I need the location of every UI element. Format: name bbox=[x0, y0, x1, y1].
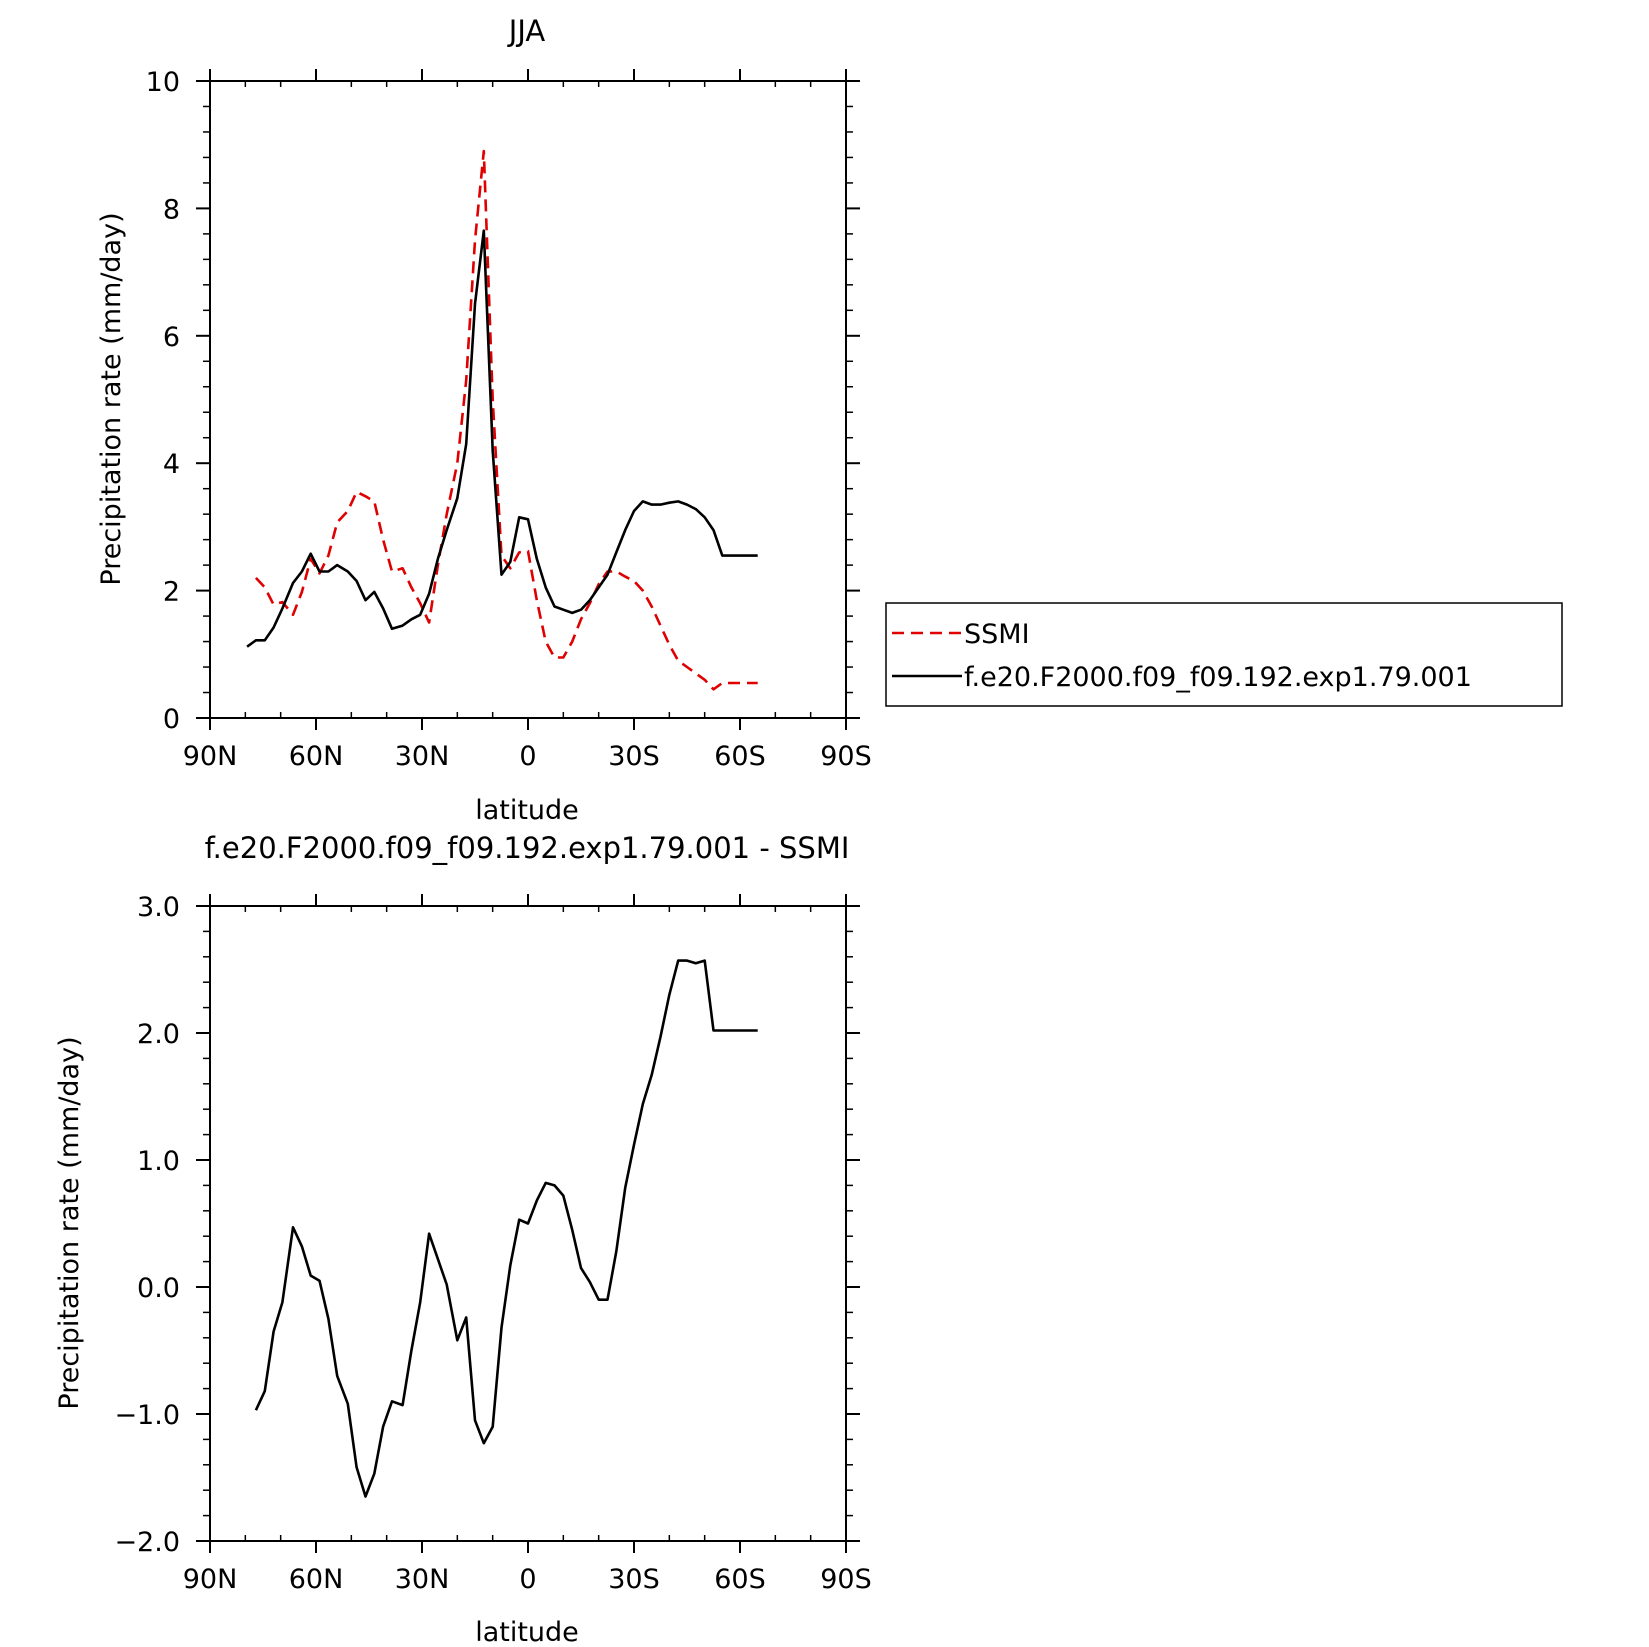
top-chart-y-tick-label: 2 bbox=[163, 577, 180, 608]
top-chart-series-layer bbox=[246, 149, 758, 691]
top-chart-x-axis-label: latitude bbox=[475, 795, 579, 826]
bottom-chart-y-tick-label: 1.0 bbox=[137, 1146, 180, 1177]
top-chart-y-tick-label: 8 bbox=[163, 194, 180, 225]
top-chart-x-tick-label: 60N bbox=[289, 741, 344, 772]
top-chart-x-tick-label: 90S bbox=[820, 741, 872, 772]
legend-box bbox=[885, 602, 1563, 707]
bottom-chart-y-tick-label: −2.0 bbox=[114, 1527, 180, 1558]
legend-label-ssmi: SSMI bbox=[964, 619, 1030, 650]
top-chart-series-line-1 bbox=[246, 229, 758, 648]
top-chart-x-tick-label: 0 bbox=[519, 741, 536, 772]
top-chart-y-tick-label: 0 bbox=[163, 704, 180, 735]
top-chart-x-tick-label: 90N bbox=[183, 741, 238, 772]
top-chart-y-axis-label: Precipitation rate (mm/day) bbox=[96, 212, 127, 585]
legend-label-model: f.e20.F2000.f09_f09.192.exp1.79.001 bbox=[964, 662, 1472, 693]
bottom-chart-series-line-0 bbox=[254, 959, 758, 1498]
bottom-chart: f.e20.F2000.f09_f09.192.exp1.79.001 - SS… bbox=[54, 831, 872, 1647]
bottom-chart-y-tick-label: −1.0 bbox=[114, 1400, 180, 1431]
top-chart-x-tick-label: 60S bbox=[714, 741, 766, 772]
top-chart-y-tick-label: 4 bbox=[163, 449, 180, 480]
bottom-chart-ticks: 90N 60N 30N 0 30S 60S 90S −2.0 −1.0 0.0 1.0 2.0 3.0 bbox=[114, 892, 871, 1595]
bottom-chart-series-layer bbox=[254, 959, 758, 1498]
bottom-chart-title: f.e20.F2000.f09_f09.192.exp1.79.001 - SS… bbox=[205, 831, 850, 865]
bottom-chart-x-tick-label: 0 bbox=[519, 1564, 536, 1595]
bottom-chart-x-tick-label: 60N bbox=[289, 1564, 344, 1595]
top-chart-x-tick-label: 30S bbox=[608, 741, 660, 772]
bottom-chart-x-tick-label: 30N bbox=[395, 1564, 450, 1595]
top-chart-title: JJA bbox=[507, 14, 546, 48]
bottom-chart-y-tick-label: 0.0 bbox=[137, 1273, 180, 1304]
bottom-chart-y-axis-label: Precipitation rate (mm/day) bbox=[54, 1036, 85, 1409]
top-chart-ticks: 90N 60N 30N 0 30S 60S 90S 0 2 4 6 8 10 bbox=[146, 67, 872, 772]
top-chart-x-tick-label: 30N bbox=[395, 741, 450, 772]
top-chart-series-line-0 bbox=[254, 149, 758, 691]
bottom-chart-x-axis-label: latitude bbox=[475, 1617, 579, 1647]
bottom-chart-y-tick-label: 2.0 bbox=[137, 1019, 180, 1050]
legend: SSMI f.e20.F2000.f09_f09.192.exp1.79.001 bbox=[885, 602, 1563, 707]
bottom-chart-x-tick-label: 30S bbox=[608, 1564, 660, 1595]
bottom-chart-y-tick-label: 3.0 bbox=[137, 892, 180, 923]
top-chart-frame bbox=[209, 80, 847, 719]
bottom-chart-x-tick-label: 90N bbox=[183, 1564, 238, 1595]
top-chart-y-tick-label: 6 bbox=[163, 322, 180, 353]
bottom-chart-x-tick-label: 60S bbox=[714, 1564, 766, 1595]
top-chart-y-tick-label: 10 bbox=[146, 67, 180, 98]
bottom-chart-x-tick-label: 90S bbox=[820, 1564, 872, 1595]
